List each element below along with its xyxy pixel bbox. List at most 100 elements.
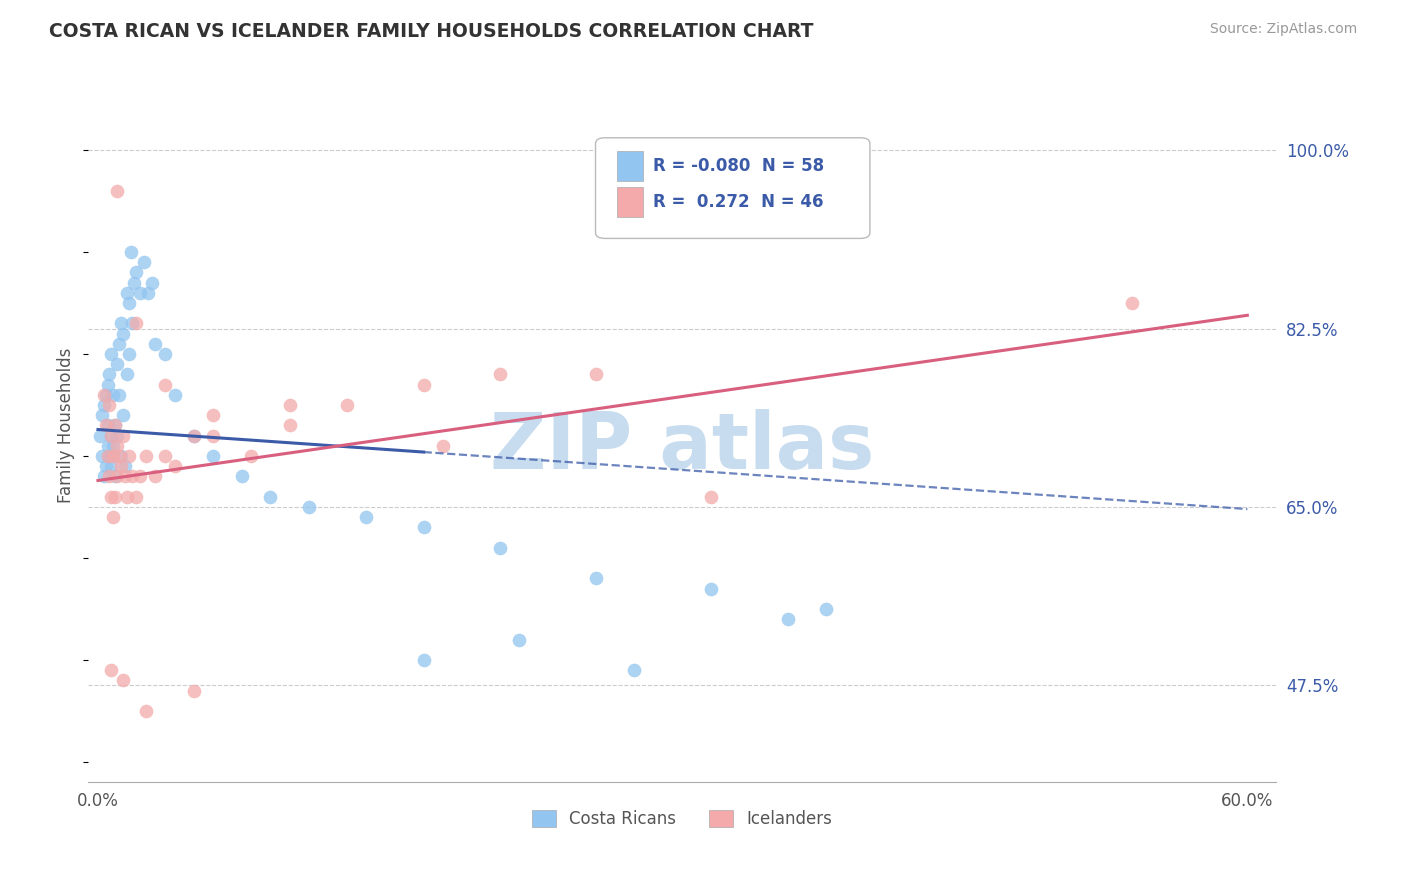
Point	[94, 459, 117, 474]
Point	[105, 439, 128, 453]
Point	[412, 653, 434, 667]
Point	[240, 449, 263, 463]
Point	[98, 469, 121, 483]
Point	[114, 459, 136, 474]
Point	[278, 418, 301, 433]
Point	[111, 326, 134, 341]
Point	[153, 347, 176, 361]
Point	[183, 428, 205, 442]
Point	[100, 428, 122, 442]
Point	[776, 612, 799, 626]
Point	[412, 520, 434, 534]
Point	[814, 602, 837, 616]
Point	[231, 469, 253, 483]
Point	[259, 490, 281, 504]
Point	[121, 469, 143, 483]
Point	[115, 490, 138, 504]
Point	[103, 510, 125, 524]
Point	[700, 490, 723, 504]
Point	[93, 469, 115, 483]
Point	[117, 296, 139, 310]
Point	[136, 285, 159, 300]
Point	[336, 398, 359, 412]
Point	[100, 459, 122, 474]
Point	[108, 449, 131, 463]
Point	[135, 449, 157, 463]
Point	[145, 469, 167, 483]
Y-axis label: Family Households: Family Households	[58, 348, 75, 503]
Point	[354, 510, 377, 524]
Point	[111, 428, 134, 442]
Text: ZIP atlas: ZIP atlas	[491, 409, 875, 485]
Legend: Costa Ricans, Icelanders: Costa Ricans, Icelanders	[526, 803, 838, 835]
Point	[412, 377, 434, 392]
Point	[124, 276, 146, 290]
Point	[110, 449, 132, 463]
Point	[489, 541, 512, 555]
Point	[105, 428, 128, 442]
Bar	[617, 187, 643, 217]
Point	[105, 357, 128, 371]
Point	[105, 184, 128, 198]
Point	[489, 368, 512, 382]
Point	[110, 317, 132, 331]
Point	[132, 255, 155, 269]
Point	[90, 409, 112, 423]
Point	[432, 439, 454, 453]
Point	[508, 632, 530, 647]
Point	[103, 439, 125, 453]
Point	[201, 409, 224, 423]
Point	[96, 418, 118, 433]
Text: Source: ZipAtlas.com: Source: ZipAtlas.com	[1209, 22, 1357, 37]
Point	[163, 459, 186, 474]
Point	[153, 449, 176, 463]
Bar	[617, 152, 643, 181]
Point	[129, 285, 152, 300]
Point	[153, 377, 176, 392]
Point	[108, 336, 131, 351]
Point	[111, 673, 134, 688]
Point	[110, 459, 132, 474]
Point	[100, 663, 122, 677]
Point	[135, 704, 157, 718]
Point	[117, 347, 139, 361]
Point	[100, 428, 122, 442]
Point	[96, 377, 118, 392]
Point	[201, 449, 224, 463]
Point	[100, 347, 122, 361]
Point	[94, 418, 117, 433]
Point	[623, 663, 645, 677]
Point	[98, 449, 121, 463]
Point	[105, 469, 128, 483]
Point	[183, 683, 205, 698]
Point	[96, 439, 118, 453]
Point	[145, 336, 167, 351]
Point	[121, 317, 143, 331]
Point	[129, 469, 152, 483]
Point	[278, 398, 301, 412]
Point	[183, 428, 205, 442]
Point	[700, 582, 723, 596]
Point	[201, 428, 224, 442]
Point	[125, 490, 148, 504]
Point	[1121, 296, 1143, 310]
Point	[125, 265, 148, 279]
Point	[90, 449, 112, 463]
Point	[141, 276, 163, 290]
Point	[163, 388, 186, 402]
FancyBboxPatch shape	[596, 137, 870, 238]
Text: COSTA RICAN VS ICELANDER FAMILY HOUSEHOLDS CORRELATION CHART: COSTA RICAN VS ICELANDER FAMILY HOUSEHOL…	[49, 22, 814, 41]
Point	[115, 285, 138, 300]
Point	[98, 398, 121, 412]
Point	[125, 317, 148, 331]
Point	[114, 469, 136, 483]
Point	[104, 418, 127, 433]
Point	[108, 388, 131, 402]
Point	[104, 469, 127, 483]
Point	[98, 368, 121, 382]
Point	[115, 368, 138, 382]
Point	[111, 409, 134, 423]
Text: R =  0.272  N = 46: R = 0.272 N = 46	[652, 193, 823, 211]
Point	[96, 449, 118, 463]
Point	[89, 428, 111, 442]
